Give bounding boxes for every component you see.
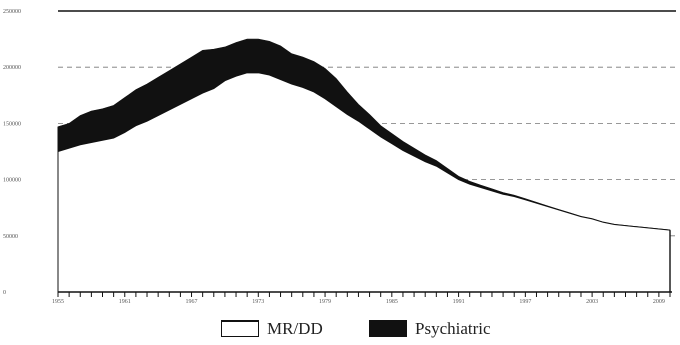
y-tick-label: 250000 xyxy=(3,9,21,15)
y-tick-label: 0 xyxy=(3,290,6,296)
x-tick-label: 1997 xyxy=(519,299,531,305)
y-tick-label: 100000 xyxy=(3,178,21,184)
x-tick-label: 1967 xyxy=(186,299,198,305)
x-tick-label: 1985 xyxy=(386,299,398,305)
legend-label-psychiatric: Psychiatric xyxy=(415,319,491,338)
series-line-mrdd xyxy=(57,72,671,231)
y-tick-label: 150000 xyxy=(3,121,21,127)
series-area-mrdd xyxy=(58,72,670,292)
x-tick-label: 2003 xyxy=(586,299,598,305)
x-tick-label: 1991 xyxy=(453,299,465,305)
legend: MR/DD Psychiatric xyxy=(0,316,680,342)
legend-swatch-mrdd xyxy=(221,320,259,337)
x-tick-label: 1961 xyxy=(119,299,131,305)
legend-label-mrdd: MR/DD xyxy=(267,319,323,338)
y-tick-label: 50000 xyxy=(3,234,18,240)
x-tick-label: 1973 xyxy=(252,299,264,305)
legend-swatch-psychiatric xyxy=(369,320,407,337)
legend-item-psychiatric: Psychiatric xyxy=(369,320,491,337)
x-tick-label: 2009 xyxy=(653,299,665,305)
y-tick-label: 200000 xyxy=(3,65,21,71)
legend-item-mrdd: MR/DD xyxy=(221,320,323,337)
x-tick-label: 1979 xyxy=(319,299,331,305)
x-tick-label: 1955 xyxy=(52,299,64,305)
